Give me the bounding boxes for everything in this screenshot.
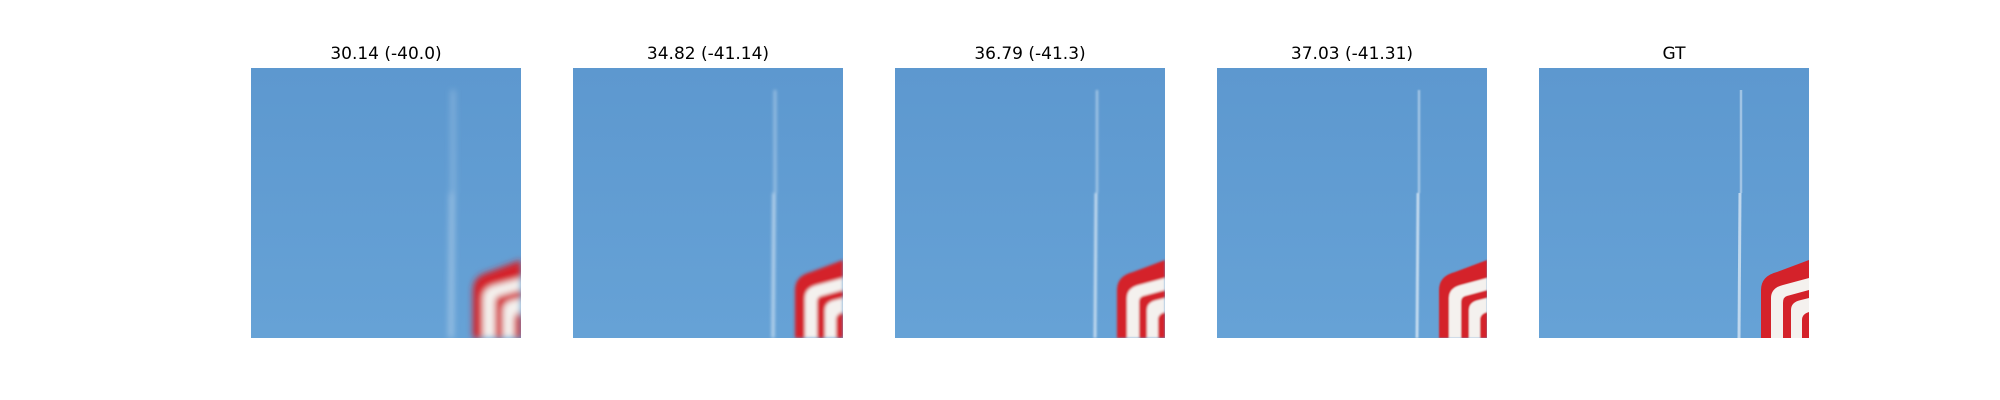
- image-crop: [895, 68, 1165, 338]
- panel-title: GT: [1662, 44, 1686, 64]
- sign-white-band: [805, 278, 843, 338]
- streak-lower: [1093, 192, 1098, 338]
- sign-white-letter: [1147, 298, 1165, 338]
- sign-white-band: [1449, 278, 1487, 338]
- sign-white-letter: [1791, 298, 1809, 338]
- sign-white-letter: [503, 298, 521, 338]
- image-crop: [573, 68, 843, 338]
- sign-white-band: [1771, 278, 1809, 338]
- image-content: [1093, 90, 1165, 338]
- streak-lower: [449, 192, 454, 338]
- image-content: [771, 90, 843, 338]
- panel-title: 36.79 (-41.3): [974, 44, 1086, 64]
- sign-white-band: [1127, 278, 1165, 338]
- image-content: [1415, 90, 1487, 338]
- sign-white-letter: [1469, 298, 1487, 338]
- image-crop: [251, 68, 521, 338]
- panel-image: [251, 68, 521, 338]
- image-content: [449, 90, 521, 338]
- image-content: [1737, 90, 1809, 338]
- image-crop: [1539, 68, 1809, 338]
- streak-lower: [1737, 192, 1742, 338]
- panel-title: 30.14 (-40.0): [330, 44, 442, 64]
- panel-title: 34.82 (-41.14): [646, 44, 770, 64]
- panel-title: 37.03 (-41.31): [1290, 44, 1414, 64]
- panel-image: [1539, 68, 1809, 338]
- sign-white-band: [483, 278, 521, 338]
- panel-image: [895, 68, 1165, 338]
- sign-white-letter: [825, 298, 843, 338]
- streak-lower: [1415, 192, 1420, 338]
- panel-image: [1217, 68, 1487, 338]
- panel-image: [573, 68, 843, 338]
- image-crop: [1217, 68, 1487, 338]
- streak-lower: [771, 192, 776, 338]
